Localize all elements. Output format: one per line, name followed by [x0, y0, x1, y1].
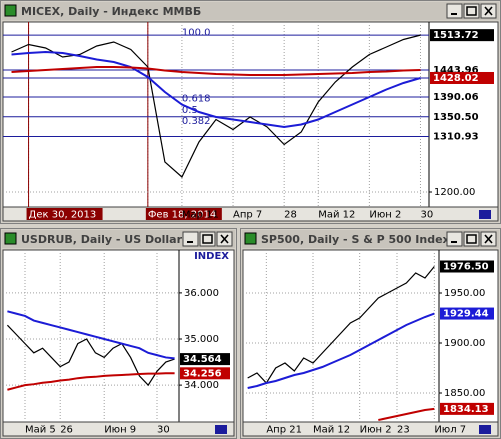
chart-window: USDRUB, Daily - US Dollar Май 5 26 Июн 9 30 3… [0, 228, 237, 439]
date-highlight [145, 208, 222, 220]
window-icon [244, 232, 257, 245]
price-tag-label: 1929.44 [443, 309, 489, 320]
price-tag-label: 34.564 [183, 354, 222, 365]
date-strip [2, 421, 235, 437]
y-tick-label: 1850.00 [444, 388, 485, 399]
price-series [6, 324, 175, 387]
axis-header: INDEX [194, 251, 229, 262]
x-tick-label: Июн 2 [369, 210, 401, 221]
date-strip [242, 421, 499, 437]
price-tag-label: 1976.50 [443, 262, 489, 273]
price-series [7, 310, 175, 360]
window-icon [4, 232, 17, 245]
price-tag-label: 1428.02 [433, 73, 479, 84]
date-strip [2, 206, 499, 222]
strip-icon [215, 425, 227, 434]
x-tick-label: Июл 7 [434, 425, 466, 436]
price-series [7, 372, 175, 391]
x-tick-label: 30 [420, 210, 433, 221]
price-tag [430, 90, 494, 103]
x-tick-label: Дек 30, 2013 [29, 210, 97, 221]
price-tag-label: 1443.96 [433, 65, 479, 76]
x-tick-label: 28 [284, 210, 297, 221]
price-tag [430, 130, 494, 143]
price-tag-label: 1310.93 [433, 132, 479, 143]
price-tag-label: 1834.13 [443, 404, 489, 415]
window-button-min[interactable] [446, 231, 463, 247]
date-highlight [26, 208, 103, 220]
plot-area [2, 249, 235, 423]
price-tag [430, 110, 494, 123]
x-tick-label: 26 [60, 425, 73, 436]
x-tick-label: Май 5 [25, 425, 56, 436]
y-tick-label: 35.000 [184, 334, 219, 345]
x-tick-label: Фев 18, 2014 [148, 210, 216, 221]
x-tick-label: Апр 21 [266, 425, 302, 436]
price-tag [440, 260, 494, 273]
x-tick-label: Июн 2 [360, 425, 392, 436]
price-tag-label: 1513.72 [433, 30, 479, 41]
glyph [466, 6, 477, 16]
strip-icon [479, 425, 491, 434]
title-bar [242, 230, 499, 248]
chart-window: MICEX, Daily - Индекс ММВБ 100.0 0.6180.50… [0, 0, 501, 224]
window-button-min[interactable] [182, 231, 199, 247]
fib-label: 0.5 [182, 105, 198, 116]
price-series [11, 50, 421, 129]
title-bar [2, 230, 235, 248]
glyph [466, 234, 477, 244]
glyph [484, 6, 493, 16]
fib-label: 0.382 [182, 116, 211, 127]
y-tick-label: 1950.00 [444, 288, 485, 299]
price-tag [440, 307, 494, 320]
x-tick-label: 23 [397, 425, 410, 436]
plot [243, 250, 439, 422]
plot [3, 250, 179, 422]
x-tick-label: Май 12 [318, 210, 355, 221]
price-tag [430, 29, 494, 42]
x-tick-label: Май 12 [313, 425, 350, 436]
fib-label: 100.0 [182, 28, 211, 39]
price-tag-label: 1390.06 [433, 92, 479, 103]
price-tag [180, 367, 230, 380]
x-tick-label: Мар 11 [182, 210, 219, 221]
price-tag [430, 71, 494, 84]
window-title: MICEX, Daily - Индекс ММВБ [21, 5, 201, 18]
y-tick-label: 1900.00 [444, 338, 485, 349]
price-series [11, 34, 421, 178]
x-tick-label: Июн 9 [104, 425, 136, 436]
glyph [202, 234, 213, 244]
price-series [11, 66, 421, 76]
x-tick-label: Апр 7 [233, 210, 262, 221]
y-tick-label: 34.000 [184, 380, 219, 391]
glyph [220, 234, 229, 244]
x-tick-label: 30 [157, 425, 170, 436]
price-tag [180, 353, 230, 366]
glyph [484, 234, 493, 244]
plot-area [2, 21, 499, 208]
price-series [378, 407, 435, 421]
price-tag-label: 1350.50 [433, 112, 479, 123]
window-button-min[interactable] [446, 3, 463, 19]
chart-window: SP500, Daily - S & P 500 Index Апр 21 Май … [240, 228, 501, 439]
price-series [247, 312, 435, 389]
y-tick-label: 1200.00 [434, 187, 475, 198]
window-title: USDRUB, Daily - US Dollar [21, 233, 183, 246]
price-tag [440, 402, 494, 415]
price-series [247, 266, 435, 384]
fib-label: 0.618 [182, 94, 211, 105]
title-bar [2, 2, 499, 20]
y-tick-label: 36.000 [184, 288, 219, 299]
window-title: SP500, Daily - S & P 500 Index [261, 233, 450, 246]
price-tag-label: 34.256 [183, 368, 222, 379]
window-icon [4, 4, 17, 17]
strip-icon [479, 210, 491, 219]
